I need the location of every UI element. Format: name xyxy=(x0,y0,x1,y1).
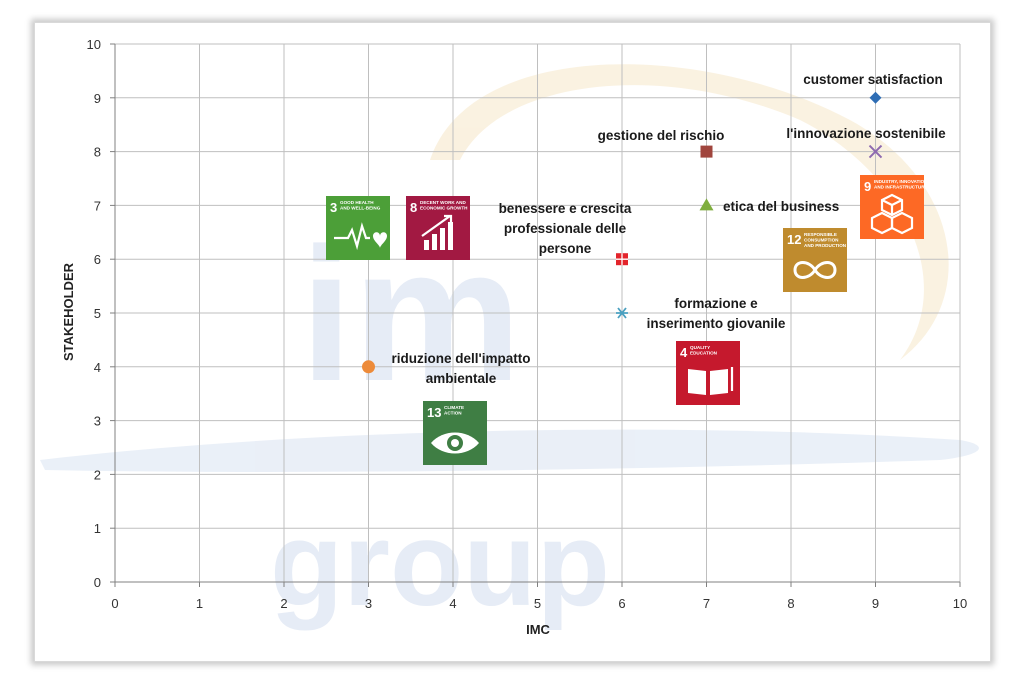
gridlines xyxy=(115,43,961,582)
point-label: l'innovazione sostenibile xyxy=(786,126,946,141)
sdg-number: 3 xyxy=(330,200,337,215)
watermark-text-group: group xyxy=(270,497,610,631)
sdg-caption: EDUCATION xyxy=(690,351,718,356)
cubes-icon xyxy=(870,193,914,235)
x-tick-label: 7 xyxy=(703,596,710,611)
point-label: customer satisfaction xyxy=(803,72,943,87)
point-label-line: etica del business xyxy=(723,199,839,214)
x-tick-label: 3 xyxy=(365,596,372,611)
sdg-number: 12 xyxy=(787,232,801,247)
sdg-caption: ECONOMIC GROWTH xyxy=(420,206,468,211)
y-tick-label: 6 xyxy=(94,252,101,267)
sdg-number: 4 xyxy=(680,345,688,360)
point-label-line: riduzione dell'impatto xyxy=(392,351,531,366)
book-icon xyxy=(688,367,734,395)
y-tick-label: 2 xyxy=(94,467,101,482)
point-benessere-e-crescita-professionale-delle-persone xyxy=(616,253,628,266)
point-label-line: benessere e crescita xyxy=(499,201,632,216)
x-tick-label: 9 xyxy=(872,596,879,611)
sdg-caption: CLIMATE xyxy=(444,405,464,410)
x-tick-label: 5 xyxy=(534,596,541,611)
y-tick-label: 10 xyxy=(87,37,101,52)
point-gestione-del-rischio xyxy=(700,145,713,158)
point-label-line: ambientale xyxy=(426,371,497,386)
sdg-caption: RESPONSIBLE xyxy=(804,232,837,237)
point-formazione-e-inserimento-giovanile xyxy=(616,307,628,319)
growth-chart-icon xyxy=(421,214,453,250)
point-labels: customer satisfaction l'innovazione soste… xyxy=(392,72,947,386)
point-label: benessere e crescita professionale delle p… xyxy=(499,201,632,256)
y-tick-label: 9 xyxy=(94,91,101,106)
point-label: riduzione dell'impatto ambientale xyxy=(392,351,531,386)
x-tick-label: 4 xyxy=(449,596,456,611)
sdg-caption: DECENT WORK AND xyxy=(420,200,466,205)
y-tick-label: 5 xyxy=(94,306,101,321)
x-tick-label: 2 xyxy=(280,596,287,611)
point-label-line: professionale delle xyxy=(504,221,627,236)
sdg-caption: ACTION xyxy=(444,411,462,416)
x-axis-label: IMC xyxy=(526,622,550,637)
point-label: gestione del rischio xyxy=(598,128,725,143)
data-points xyxy=(362,91,883,374)
sdg-caption: GOOD HEALTH xyxy=(340,200,374,205)
sdg-caption: INDUSTRY, INNOVATION xyxy=(874,179,928,184)
x-tick-label: 8 xyxy=(787,596,794,611)
y-tick-label: 8 xyxy=(94,145,101,160)
eye-earth-icon xyxy=(431,432,479,454)
x-tick-label: 1 xyxy=(196,596,203,611)
point-label-line: l'innovazione sostenibile xyxy=(786,126,946,141)
x-tick-label: 10 xyxy=(953,596,967,611)
infinity-icon xyxy=(793,261,837,279)
point-etica-del-business xyxy=(699,198,714,211)
sdg-tile-bg xyxy=(676,341,740,405)
sdg-caption: CONSUMPTION xyxy=(804,238,839,243)
point-customer-satisfaction xyxy=(869,91,882,104)
x-tick-label: 0 xyxy=(111,596,118,611)
sdg-number: 8 xyxy=(410,200,417,215)
watermark-swoosh xyxy=(40,429,979,472)
y-tick-label: 0 xyxy=(94,575,101,590)
y-axis-label: STAKEHOLDER xyxy=(61,262,76,361)
point-label-line: customer satisfaction xyxy=(803,72,943,87)
point-l-innovazione-sostenibile xyxy=(868,144,883,159)
x-tick-label: 6 xyxy=(618,596,625,611)
sdg-caption: AND PRODUCTION xyxy=(804,243,847,248)
point-label-line: persone xyxy=(539,241,592,256)
y-tick-label: 7 xyxy=(94,198,101,213)
sdg-tile-bg xyxy=(406,196,470,260)
sdg-number: 9 xyxy=(864,179,871,194)
point-label-line: inserimento giovanile xyxy=(647,316,786,331)
heartbeat-icon xyxy=(334,222,387,251)
sdg-tile-bg xyxy=(783,228,847,292)
y-tick-label: 4 xyxy=(94,360,101,375)
sdg-caption: QUALITY xyxy=(690,345,710,350)
point-label-line: formazione e xyxy=(674,296,758,311)
point-label-line: gestione del rischio xyxy=(598,128,725,143)
y-tick-label: 1 xyxy=(94,521,101,536)
y-tick-label: 3 xyxy=(94,414,101,429)
sdg-caption: AND INFRASTRUCTURE xyxy=(874,185,928,190)
point-label: etica del business xyxy=(723,199,839,214)
point-label: formazione e inserimento giovanile xyxy=(647,296,786,331)
sdg-caption: AND WELL-BEING xyxy=(340,206,381,211)
watermark-logo: im group xyxy=(40,64,979,631)
point-riduzione-dell-impatto-ambientale xyxy=(362,360,375,374)
sdg-number: 13 xyxy=(427,405,441,420)
sdg-tile-bg xyxy=(326,196,390,260)
